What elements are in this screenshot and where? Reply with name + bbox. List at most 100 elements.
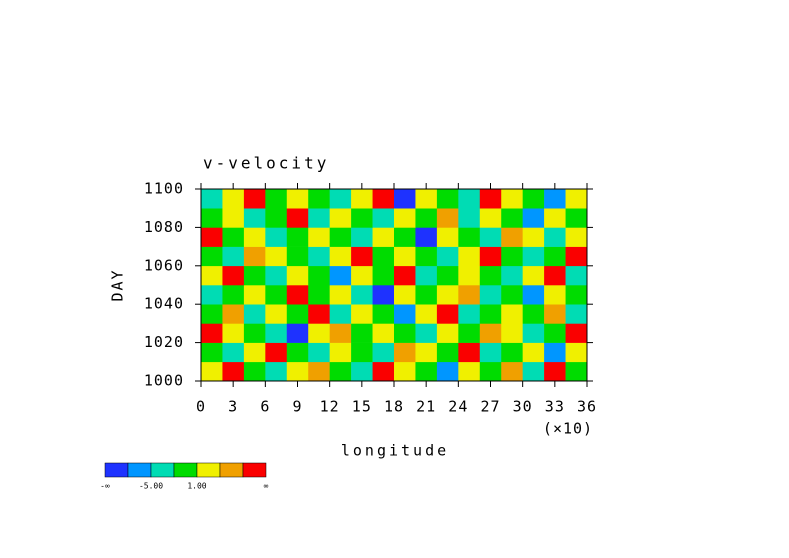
heat-cell — [479, 342, 502, 363]
heat-cell — [243, 304, 266, 324]
x-tick-label: 18 — [384, 398, 404, 416]
heat-cell — [243, 342, 266, 363]
heat-cell — [522, 189, 545, 209]
heat-cell — [351, 208, 373, 228]
heat-cell — [436, 361, 459, 382]
heat-cell — [544, 265, 566, 286]
heat-cell — [243, 323, 266, 343]
heat-cell — [436, 342, 459, 363]
x-tick-label: 3 — [228, 398, 238, 416]
heat-cell — [351, 189, 373, 209]
heat-cell — [565, 342, 588, 363]
colorbar-box — [173, 462, 198, 478]
heat-cell — [201, 208, 223, 228]
colorbar-label: 1.00 — [187, 482, 206, 491]
heat-cell — [243, 285, 266, 305]
heat-cell — [308, 304, 330, 324]
heat-cell — [201, 265, 223, 286]
heat-cell — [394, 189, 416, 209]
heat-cell — [351, 285, 373, 305]
heat-cell — [372, 342, 395, 363]
heat-cell — [372, 227, 395, 247]
y-tick-label: 1020 — [144, 333, 184, 351]
heat-cell — [222, 285, 245, 305]
heat-cell — [501, 246, 523, 267]
heat-cell — [415, 208, 438, 228]
heat-cell — [286, 342, 309, 363]
colorbar-box — [104, 462, 129, 478]
heat-cell — [351, 265, 373, 286]
x-tick-label: 12 — [320, 398, 340, 416]
heat-cell — [565, 265, 588, 286]
heat-cell — [544, 361, 566, 382]
heat-cell — [544, 342, 566, 363]
heat-cell — [265, 189, 288, 209]
heat-cell — [265, 265, 288, 286]
heat-cell — [436, 246, 459, 267]
heat-cell — [544, 304, 566, 324]
heat-cell — [565, 361, 588, 382]
heat-cell — [243, 189, 266, 209]
heat-cell — [286, 208, 309, 228]
heat-cell — [265, 246, 288, 267]
y-tick-label: 1000 — [144, 372, 184, 390]
heat-cell — [436, 227, 459, 247]
heat-cell — [329, 304, 352, 324]
x-tick-label: 24 — [448, 398, 468, 416]
heat-cell — [201, 246, 223, 267]
heat-cell — [436, 323, 459, 343]
heat-cell — [458, 189, 481, 209]
heat-cell — [501, 208, 523, 228]
heat-cell — [501, 323, 523, 343]
heat-cell — [222, 361, 245, 382]
heat-cell — [243, 265, 266, 286]
heat-cell — [394, 361, 416, 382]
heat-cell — [436, 285, 459, 305]
x-tick-label: 27 — [480, 398, 500, 416]
heat-cell — [265, 361, 288, 382]
heat-cell — [565, 323, 588, 343]
heat-cell — [394, 285, 416, 305]
x-scale-note: (×10) — [543, 420, 593, 438]
heat-cell — [372, 323, 395, 343]
heat-cell — [329, 189, 352, 209]
heat-cell — [372, 265, 395, 286]
heat-cell — [458, 227, 481, 247]
heat-cell — [415, 323, 438, 343]
heat-cell — [329, 265, 352, 286]
heat-cell — [329, 361, 352, 382]
heat-cell — [351, 227, 373, 247]
colorbar-box — [196, 462, 221, 478]
colorbar-low: -∞ — [100, 482, 110, 491]
heat-cell — [479, 361, 502, 382]
heat-cell — [544, 227, 566, 247]
heat-cell — [243, 208, 266, 228]
heat-cell — [329, 208, 352, 228]
heat-cell — [201, 227, 223, 247]
heat-cell — [458, 361, 481, 382]
colorbar-high: ∞ — [264, 482, 269, 491]
heat-cell — [479, 304, 502, 324]
x-tick-label: 15 — [352, 398, 372, 416]
heat-cell — [201, 304, 223, 324]
heat-cell — [394, 227, 416, 247]
heat-cell — [222, 246, 245, 267]
heat-cell — [201, 323, 223, 343]
y-tick-label: 1100 — [144, 180, 184, 198]
heat-cell — [394, 208, 416, 228]
heat-cell — [308, 285, 330, 305]
heat-cell — [544, 208, 566, 228]
heat-cell — [286, 189, 309, 209]
heat-cell — [501, 342, 523, 363]
heat-cell — [308, 189, 330, 209]
x-tick-label: 0 — [196, 398, 206, 416]
heat-cell — [351, 342, 373, 363]
colorbar-label: -5.00 — [139, 482, 163, 491]
heat-cell — [522, 265, 545, 286]
x-tick-label: 36 — [577, 398, 597, 416]
heat-cell — [243, 246, 266, 267]
heat-cell — [415, 265, 438, 286]
heat-cell — [436, 265, 459, 286]
heat-cell — [222, 227, 245, 247]
